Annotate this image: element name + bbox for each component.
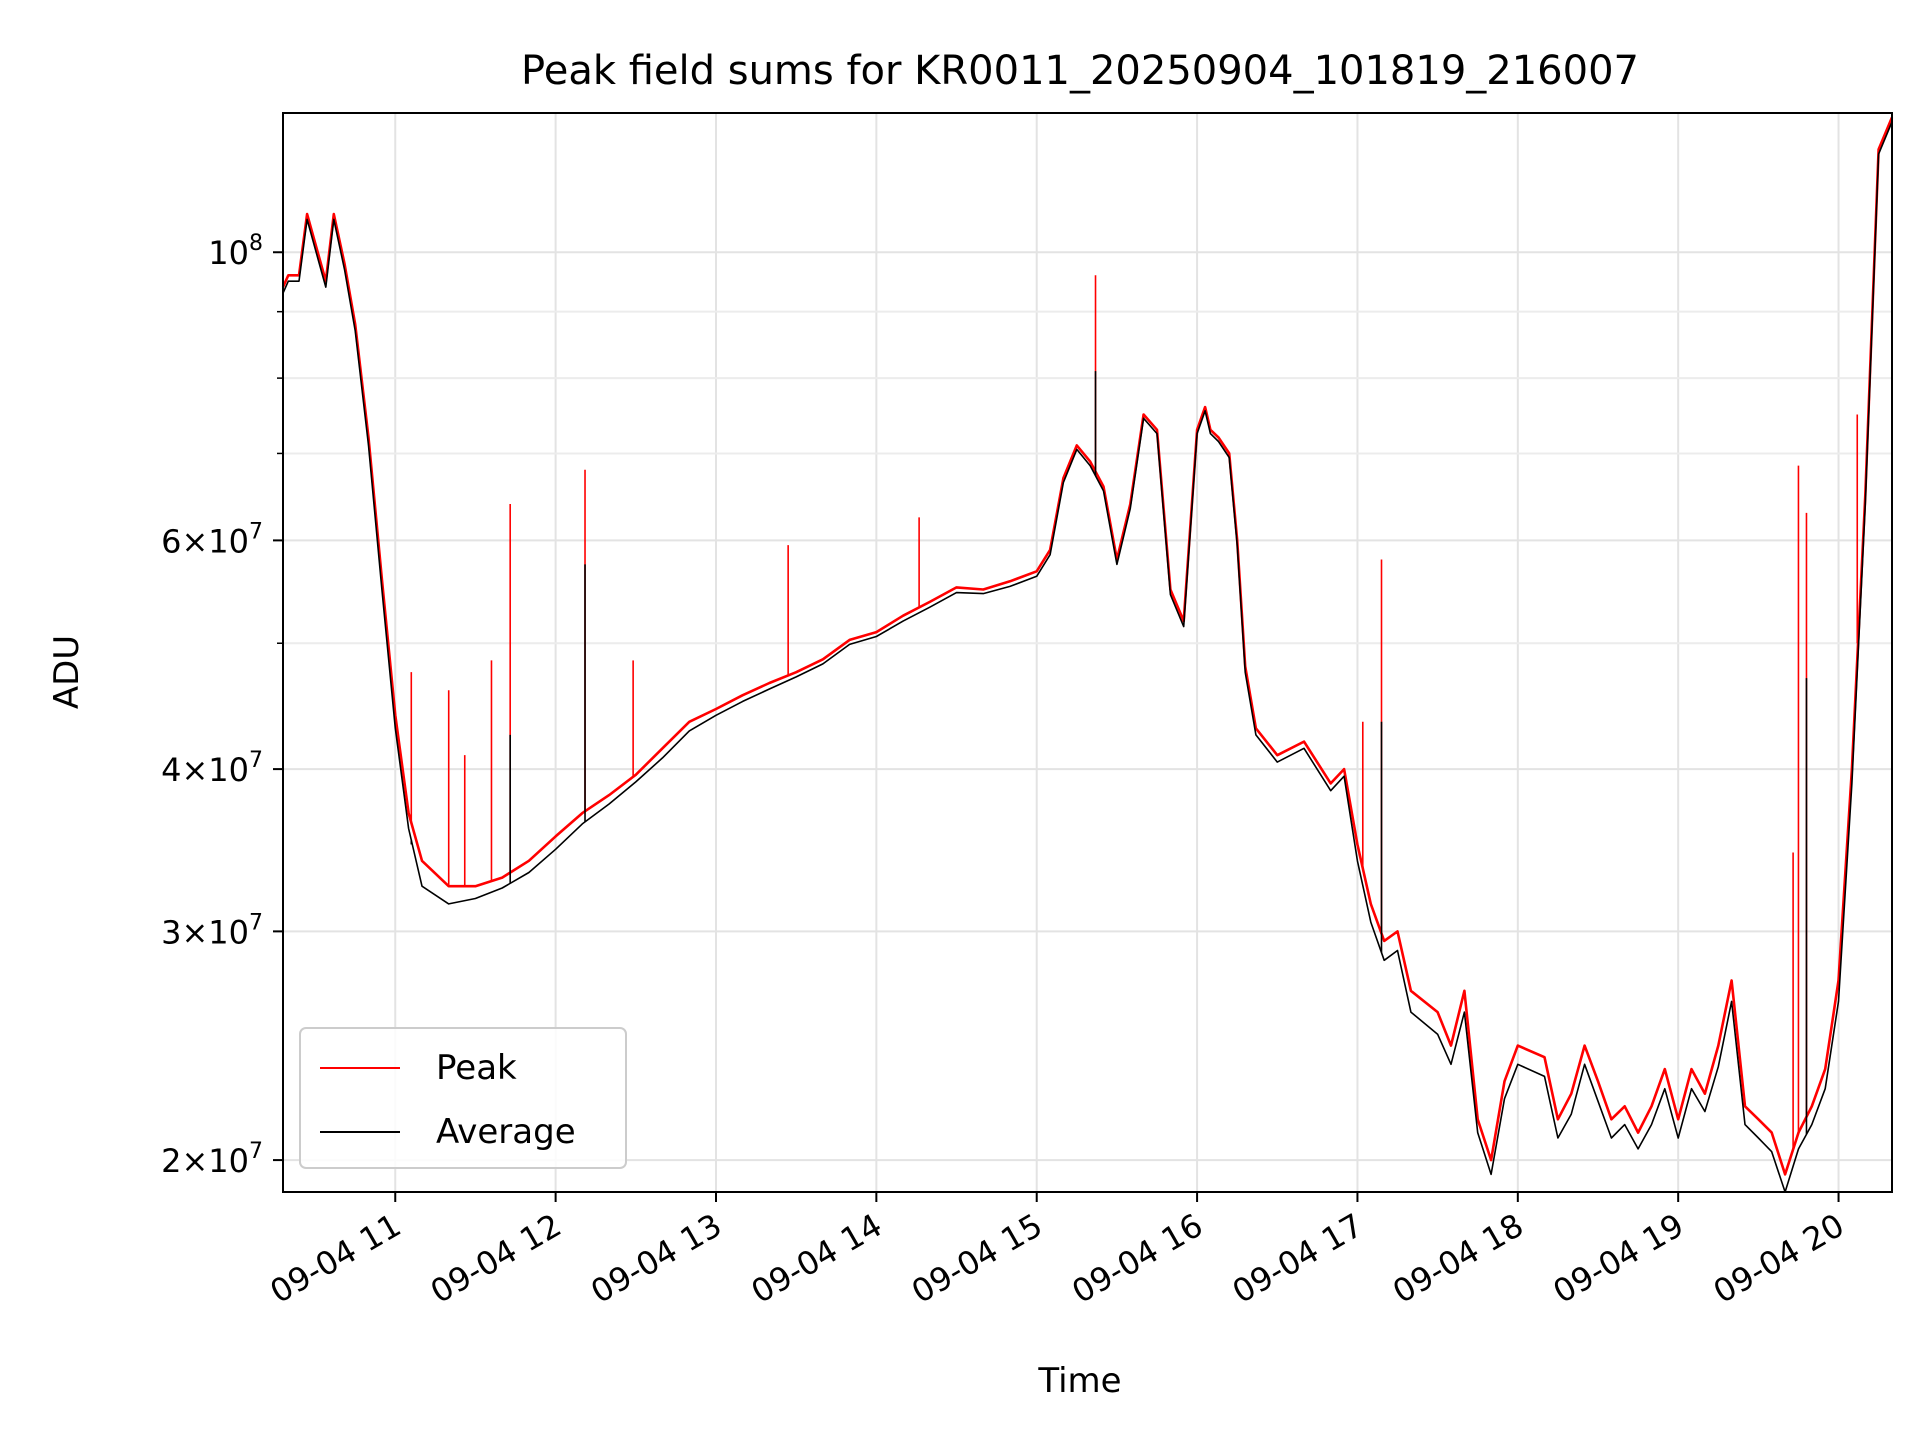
chart-title: Peak field sums for KR0011_20250904_1018… [521,48,1639,94]
y-tick-label: 2×107 [161,1139,263,1180]
y-tick-label: 6×107 [161,519,263,560]
y-tick-label: 4×107 [161,748,263,789]
y-axis: 108 6×107 4×107 3×107 2×107 [161,231,283,1180]
series-layer [281,116,1894,1193]
legend-label-average: Average [436,1112,576,1152]
legend: Peak Average [299,1027,627,1169]
series-line-average [282,121,1893,1193]
series-line-peak [281,116,1894,1176]
grid [283,113,1892,1192]
y-tick-label: 108 [208,231,263,272]
y-axis-label: ADU [47,635,87,709]
legend-label-peak: Peak [436,1048,517,1088]
x-axis-label: Time [1037,1361,1121,1401]
plot-frame [282,112,1893,1193]
y-tick-label: 3×107 [161,910,263,951]
